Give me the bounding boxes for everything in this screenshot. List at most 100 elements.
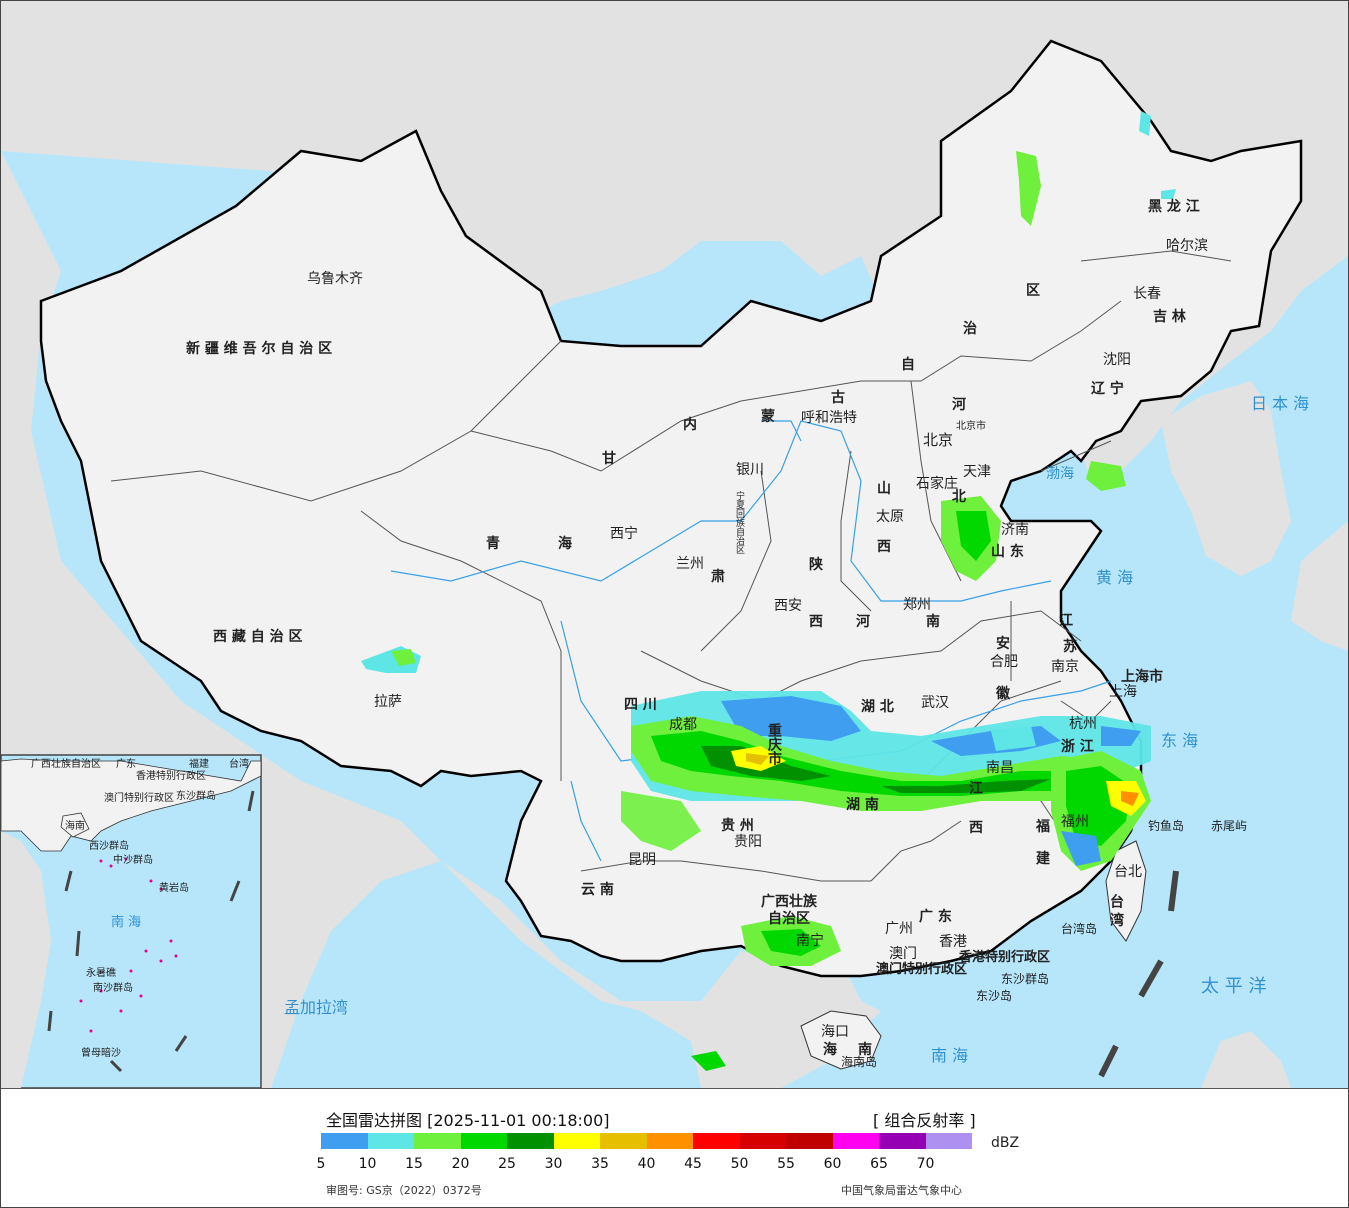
label-taiyuan: 太原 [876,509,904,525]
echo-shandong-coast [1086,461,1126,491]
echo-zhejiang-orange [1121,791,1139,806]
label-changchun: 长春 [1133,286,1161,302]
label-fujian-a: 福 [1035,818,1050,835]
review-number: 审图号: GS京（2022）0372号 [326,1184,482,1197]
label-chengdu: 成都 [669,717,697,733]
label-urumqi: 乌鲁木齐 [307,271,363,287]
label-neimeng-e: 治 [963,320,977,337]
legend-tick-5: 5 [316,1156,326,1172]
label-jilin: 吉 林 [1153,308,1186,325]
legend-swatch-15 [414,1133,461,1149]
label-qinghai-a: 青 [486,535,500,552]
legend-swatch-25 [507,1133,554,1149]
label-mengjiala: 孟加拉湾 [284,998,348,1017]
label-nanjing: 南京 [1051,659,1079,675]
label-gansu-b: 肃 [711,568,725,585]
legend-swatch-30 [553,1133,600,1149]
label-harbin: 哈尔滨 [1166,238,1208,254]
product-name: [ 组合反射率 ] [873,1111,976,1130]
label-chongqing: 重庆市 [766,722,782,766]
label-guangdong: 广 东 [919,908,952,925]
label-shaanxi-b: 西 [809,614,823,630]
echo-guizhou [621,791,701,851]
label-guangxi2: 自治区 [768,910,810,927]
label-nanning: 南宁 [796,932,824,949]
legend-swatch-70 [925,1133,972,1149]
label-neimeng-a: 内 [683,416,697,433]
inset-label-dongsha: 东沙群岛 [176,789,216,802]
label-beijing-city: 北京市 [956,419,986,432]
echo-tibet-green [391,649,416,666]
legend-swatch-50 [739,1133,786,1149]
label-hunan: 湖 南 [846,796,879,813]
echo-heilongjiang [1139,111,1176,199]
inset-label-zengmu: 曾母暗沙 [81,1046,121,1059]
label-guizhou: 贵 州 [721,817,754,834]
label-nanhai: 南 海 [931,1046,968,1065]
label-kunming: 昆明 [628,852,656,868]
label-hainan-a: 海 [823,1041,837,1058]
label-henan-a: 河 [856,613,870,630]
legend-tick-70: 70 [916,1156,935,1172]
label-hebei-b: 北 [952,489,966,505]
label-jiangxi-b: 西 [969,820,983,836]
label-hebei-a: 河 [952,396,966,413]
echo-neimeng [1016,151,1041,226]
legend-tick-55: 55 [777,1156,795,1172]
label-shanxi-a: 山 [877,481,891,497]
label-macao: 澳门 [889,946,917,962]
label-guiyang: 贵阳 [734,834,762,850]
legend-tick-20: 20 [451,1156,470,1172]
radar-echoes [361,111,1176,1071]
label-lanzhou: 兰州 [676,556,704,572]
label-xinjiang: 新 疆 维 吾 尔 自 治 区 [186,340,332,357]
legend-swatch-45 [693,1133,740,1149]
label-henan-b: 南 [926,613,940,630]
inset-label-xisha: 西沙群岛 [89,839,129,852]
echo-guangxi-dark [761,929,821,956]
legend-swatch-5 [321,1133,368,1149]
label-ningxia: 宁夏回族自治区 [734,490,745,554]
label-taipingyang: 太 平 洋 [1201,976,1266,997]
label-wuhan: 武汉 [921,695,949,711]
japan-land [1291,521,1348,651]
inset-label-yongshu: 永暑礁 [86,966,116,979]
echo-sichuan-gold [746,753,769,765]
inset-label-nansha: 南沙群岛 [93,981,133,994]
label-anhui-b: 徽 [995,685,1011,702]
echo-anhui [991,726,1036,751]
label-hubei: 湖 北 [861,699,894,715]
label-jiangxi-a: 江 [969,780,983,797]
label-heilongjiang: 黑 龙 江 [1148,198,1200,215]
label-hongkong: 香港 [939,934,967,950]
label-taiwan-dao: 台湾岛 [1061,921,1097,936]
label-jiangsu-a: 江 [1059,612,1073,629]
legend-swatch-55 [786,1133,833,1149]
legend-swatch-35 [600,1133,647,1149]
legend-tick-45: 45 [684,1156,702,1172]
label-taiwan: 台 湾 [1108,893,1124,928]
legend-tick-65: 65 [870,1156,888,1172]
legend-swatch-20 [460,1133,507,1149]
legend-swatch-10 [367,1133,414,1149]
label-taibei: 台北 [1114,864,1142,880]
inset-label-taiwan: 台湾 [229,757,249,770]
label-hangzhou: 杭州 [1069,716,1097,732]
label-shanghai: 上海 [1109,684,1137,700]
label-diaoyu: 钓鱼岛 [1148,818,1184,833]
inset-label-macao: 澳门特别行政区 [104,791,174,804]
label-gansu-a: 甘 [602,450,616,467]
label-chiwei: 赤尾屿 [1211,819,1247,833]
radar-map: 新 疆 维 吾 尔 自 治 区 乌鲁木齐 西 藏 自 治 区 拉萨 青 海 西宁… [1,1,1348,1088]
nine-dash-line [1098,870,1179,1078]
label-dongsha-dao: 东沙岛 [976,988,1012,1003]
legend-tick-40: 40 [637,1156,656,1172]
legend-tick-10: 10 [358,1156,377,1172]
label-riben: 日 本 海 [1251,394,1309,413]
legend-footer: 全国雷达拼图 [2025-11-01 00:18:00] [ 组合反射率 ] 5… [1,1088,1348,1207]
source-label: 中国气象局雷达气象中心 [841,1184,962,1197]
label-hohhot: 呼和浩特 [801,410,857,426]
label-hk-sar: 香港特别行政区 [958,949,1050,965]
label-shanxi-b: 西 [877,539,891,555]
